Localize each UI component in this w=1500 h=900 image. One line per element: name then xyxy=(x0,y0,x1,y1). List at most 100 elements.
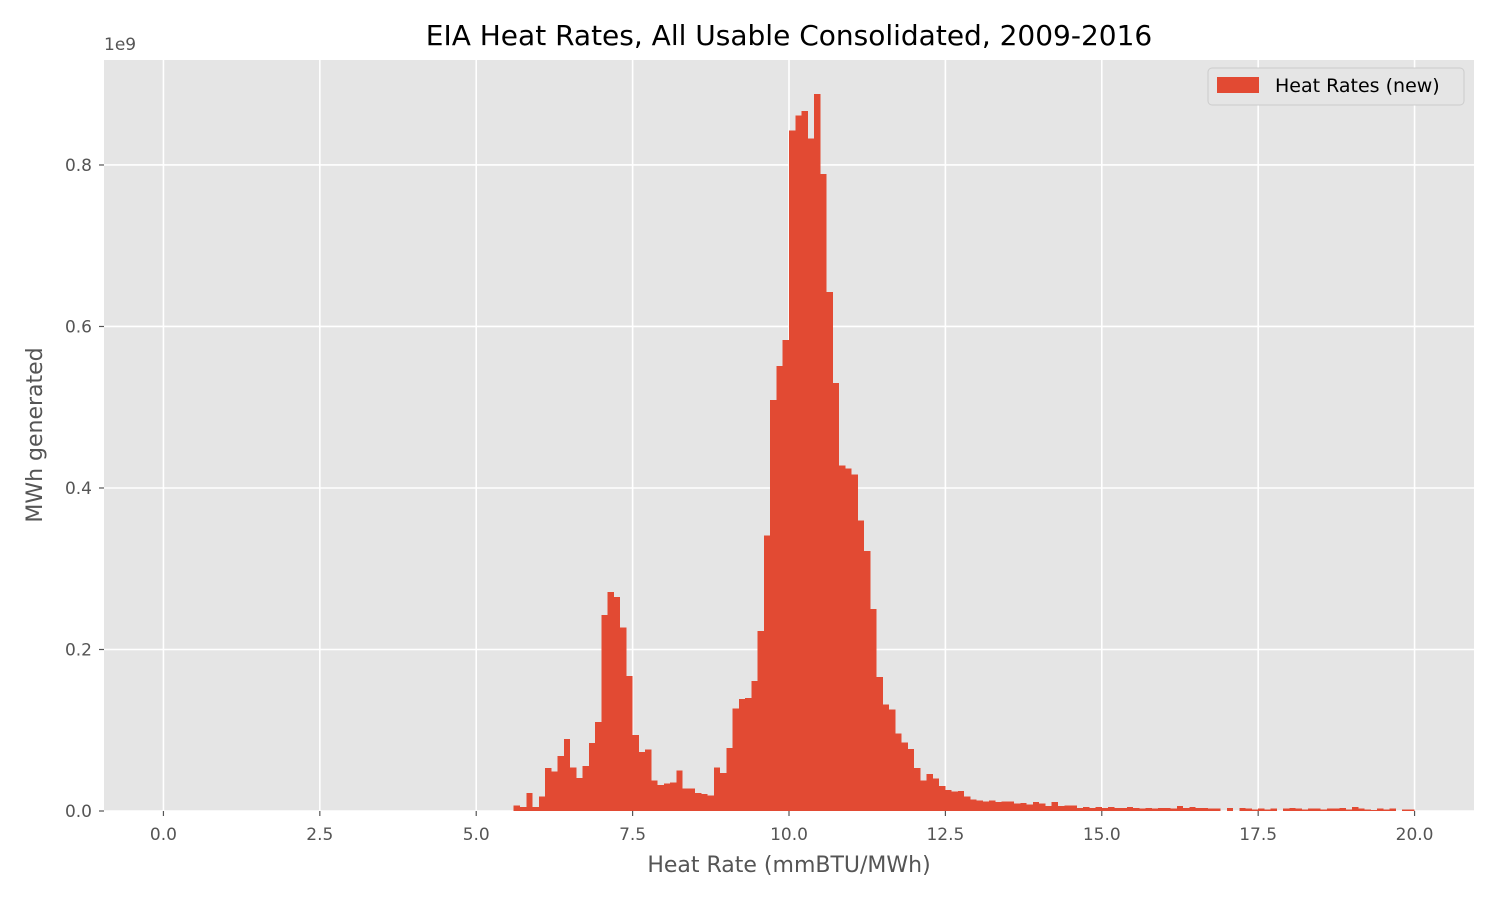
histogram-bar xyxy=(620,627,627,811)
histogram-bar xyxy=(582,765,589,811)
histogram-bars xyxy=(513,93,1415,812)
histogram-bar xyxy=(1164,807,1171,811)
histogram-bar xyxy=(720,773,727,811)
histogram-bar xyxy=(870,609,877,811)
histogram-bar xyxy=(1214,808,1221,811)
histogram-bar xyxy=(545,768,552,811)
histogram-bar xyxy=(1295,808,1302,811)
x-tick-label: 12.5 xyxy=(926,825,964,845)
histogram-bar xyxy=(832,383,840,811)
histogram-bar xyxy=(1264,809,1271,811)
histogram-bar xyxy=(663,783,671,811)
x-axis-ticks: 0.0 2.5 5.0 7.5 10.0 12.5 15.0 17.5 20.0 xyxy=(150,811,1434,845)
histogram-bar xyxy=(1032,802,1040,811)
histogram-bar xyxy=(1139,808,1146,811)
histogram-bar xyxy=(645,749,652,811)
histogram-bar xyxy=(814,93,821,811)
histogram-bar xyxy=(1320,809,1327,811)
histogram-bar xyxy=(526,793,533,811)
histogram-bar xyxy=(795,115,802,811)
histogram-bar xyxy=(1114,807,1121,811)
histogram-bar xyxy=(1326,808,1334,811)
histogram-bar xyxy=(1020,802,1027,811)
histogram-bar xyxy=(1208,808,1215,811)
y-tick-label: 0.0 xyxy=(65,802,92,822)
histogram-bar xyxy=(1133,807,1140,811)
histogram-bar xyxy=(1358,808,1365,811)
x-tick-label: 5.0 xyxy=(463,825,490,845)
histogram-bar xyxy=(1151,808,1159,811)
histogram-bar xyxy=(957,790,965,811)
histogram-bar xyxy=(1333,808,1340,811)
legend-frame xyxy=(1207,67,1465,106)
histogram-bar xyxy=(1045,806,1052,811)
y-axis-ticks: 0.0 0.2 0.4 0.6 0.8 xyxy=(65,156,104,822)
histogram-bar xyxy=(732,708,739,811)
histogram-bar xyxy=(1070,805,1077,811)
histogram-bar xyxy=(745,697,752,811)
histogram-bar xyxy=(513,805,521,811)
histogram-bar xyxy=(1095,806,1102,811)
histogram-bar xyxy=(901,742,908,811)
histogram-bar xyxy=(1226,807,1234,811)
y-tick-label: 0.4 xyxy=(65,479,92,499)
histogram-bar xyxy=(751,680,758,811)
histogram-bar xyxy=(895,733,902,811)
histogram-bar xyxy=(920,780,927,811)
histogram-bar xyxy=(1089,807,1096,811)
histogram-bar xyxy=(588,743,596,811)
histogram-bar xyxy=(1383,809,1390,811)
histogram-bar xyxy=(1314,808,1321,811)
legend-label: Heat Rates (new) xyxy=(1275,75,1440,97)
histogram-bar xyxy=(1108,806,1115,811)
histogram-bar xyxy=(826,291,833,811)
histogram-bar xyxy=(976,800,983,811)
histogram-bar xyxy=(851,474,858,811)
histogram-bar xyxy=(757,630,764,811)
histogram-bar xyxy=(1239,807,1246,811)
histogram-bar xyxy=(563,739,571,811)
histogram-bar xyxy=(1301,809,1309,811)
histogram-bar xyxy=(1057,806,1065,811)
histogram-bar xyxy=(638,752,646,811)
histogram-bar xyxy=(1001,801,1008,811)
histogram-bar xyxy=(713,767,721,811)
histogram-bar xyxy=(1101,807,1109,811)
histogram-bar xyxy=(1120,807,1127,811)
histogram-bar xyxy=(1183,807,1190,811)
histogram-bar xyxy=(945,790,952,811)
histogram-bar xyxy=(595,722,602,811)
histogram-bar xyxy=(1352,806,1359,811)
histogram-bar xyxy=(1145,807,1152,811)
histogram-bar xyxy=(651,780,658,811)
x-tick-label: 20.0 xyxy=(1396,825,1434,845)
histogram-bar xyxy=(1195,807,1202,811)
histogram-bar xyxy=(1345,809,1353,811)
y-tick-label: 0.8 xyxy=(65,156,92,176)
x-tick-label: 15.0 xyxy=(1083,825,1121,845)
histogram-bar xyxy=(864,550,871,811)
histogram-bar xyxy=(907,748,915,811)
histogram-bar xyxy=(538,796,546,811)
histogram-bar xyxy=(1026,804,1033,811)
histogram-bar xyxy=(1051,802,1058,811)
histogram-bar xyxy=(926,773,933,811)
histogram-bar xyxy=(1007,801,1015,811)
histogram-bar xyxy=(1364,809,1371,811)
histogram-bar xyxy=(995,802,1002,811)
histogram-bar xyxy=(770,399,777,811)
histogram-bar xyxy=(882,704,890,811)
histogram-bar xyxy=(1251,809,1259,811)
histogram-bar xyxy=(1126,806,1134,811)
histogram-bar xyxy=(1170,808,1177,811)
histogram-bar xyxy=(1289,807,1296,811)
histogram-bar xyxy=(707,795,714,811)
histogram-bar xyxy=(1370,810,1378,811)
x-tick-label: 7.5 xyxy=(619,825,646,845)
histogram-bar xyxy=(801,110,808,811)
histogram-bar xyxy=(1270,808,1277,811)
histogram-bar xyxy=(1339,807,1346,811)
histogram-bar xyxy=(1201,807,1209,811)
histogram-bar xyxy=(570,767,577,811)
